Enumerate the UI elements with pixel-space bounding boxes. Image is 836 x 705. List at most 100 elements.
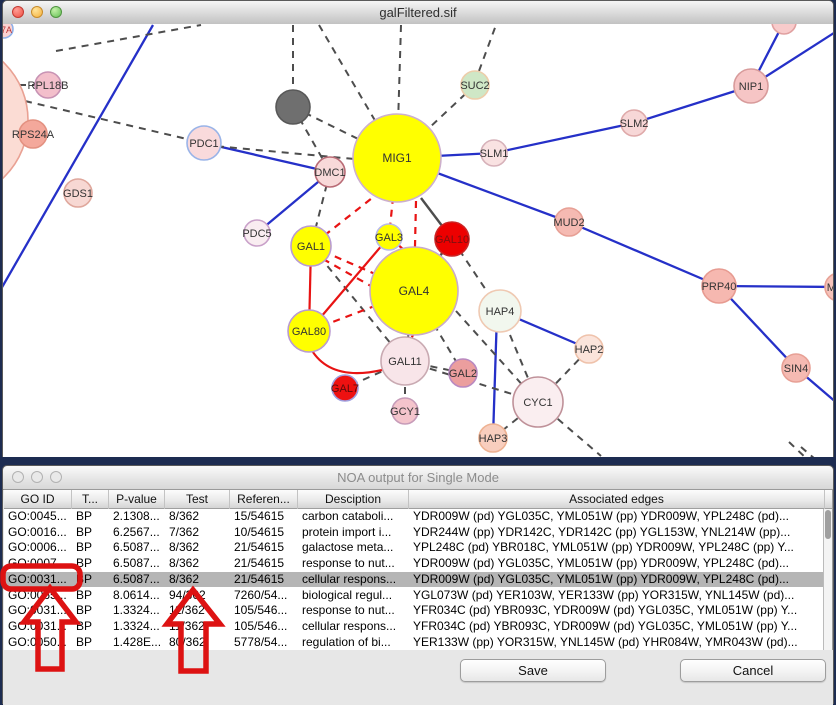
graph-edge[interactable] bbox=[493, 121, 635, 155]
table-cell[interactable]: 6.2567... bbox=[113, 524, 160, 539]
table-cell[interactable]: regulation of bi... bbox=[302, 634, 391, 649]
graph-node-SLM1[interactable] bbox=[480, 139, 508, 167]
graph-edge[interactable] bbox=[55, 24, 202, 52]
graph-edge[interactable] bbox=[203, 141, 331, 174]
graph-edge[interactable] bbox=[322, 258, 402, 304]
table-cell[interactable]: BP bbox=[76, 587, 93, 602]
table-cell[interactable]: GO:0007... bbox=[8, 556, 67, 571]
graph-node-GAL80[interactable] bbox=[287, 309, 331, 353]
table-cell[interactable]: 11/362 bbox=[169, 603, 205, 618]
graph-node-GAL7[interactable] bbox=[331, 374, 359, 402]
table-cell[interactable]: GO:0031... bbox=[8, 618, 67, 633]
table-cell[interactable]: 11/362 bbox=[169, 618, 205, 633]
column-header-go-id[interactable]: GO ID bbox=[4, 490, 72, 509]
graph-node-GAL3[interactable] bbox=[375, 223, 403, 251]
table-cell[interactable]: GO:0065... bbox=[8, 587, 67, 602]
graph-edge[interactable] bbox=[412, 200, 418, 292]
graph-node-node-tr[interactable] bbox=[771, 24, 797, 35]
table-row[interactable]: GO:0031... BP 1.3324... 11/362 105/546... cel… bbox=[4, 619, 826, 635]
table-cell[interactable]: BP bbox=[76, 540, 93, 555]
table-cell[interactable]: YER133W (pp) YOR315W, YNL145W (pd) YHR08… bbox=[413, 634, 798, 649]
table-cell[interactable]: YFR034C (pd) YBR093C, YDR009W (pd) YGL03… bbox=[413, 618, 798, 633]
graph-node-GDS1[interactable] bbox=[63, 178, 93, 208]
graph-edge[interactable] bbox=[310, 348, 387, 375]
table-cell[interactable]: 7/362 bbox=[169, 524, 200, 539]
graph-node-gray-node[interactable] bbox=[275, 89, 311, 125]
table-cell[interactable]: cellular respons... bbox=[302, 618, 397, 633]
graph-node-corner-tl[interactable] bbox=[3, 24, 14, 39]
graph-edge[interactable] bbox=[718, 285, 797, 369]
table-cell[interactable]: biological regul... bbox=[302, 587, 393, 602]
zoom-button[interactable] bbox=[50, 6, 62, 18]
table-cell[interactable]: YDR009W (pd) YGL035C, YML051W (pp) YDR00… bbox=[413, 556, 789, 571]
table-cell[interactable]: GO:0050... bbox=[8, 634, 67, 649]
table-cell[interactable]: YPL248C (pd) YBR018C, YML051W (pp) YDR00… bbox=[413, 540, 794, 555]
table-cell[interactable]: 1.3324... bbox=[113, 618, 160, 633]
table-cell[interactable]: GO:0045... bbox=[8, 509, 67, 523]
table-cell[interactable]: 94/362 bbox=[169, 587, 206, 602]
table-cell[interactable]: BP bbox=[76, 509, 93, 523]
table-cell[interactable]: 6.5087... bbox=[113, 556, 160, 571]
window-controls[interactable] bbox=[12, 6, 62, 18]
graph-edge[interactable] bbox=[492, 401, 539, 439]
table-cell[interactable]: 6.5087... bbox=[113, 571, 160, 586]
graph-node-HAP3[interactable] bbox=[478, 423, 508, 453]
graph-edge[interactable] bbox=[491, 312, 499, 439]
table-row[interactable]: GO:0031... BP 6.5087... 8/362 21/54615 cellul… bbox=[4, 571, 826, 588]
graph-node-PDC1[interactable] bbox=[186, 125, 222, 161]
graph-edge[interactable] bbox=[455, 310, 527, 390]
close-button[interactable] bbox=[12, 471, 24, 483]
table-cell[interactable]: 2.1308... bbox=[113, 509, 160, 523]
graph-edge[interactable] bbox=[3, 24, 154, 289]
table-cell[interactable]: 105/546... bbox=[234, 618, 288, 633]
graph-edge[interactable] bbox=[478, 24, 497, 72]
window-controls[interactable] bbox=[12, 471, 62, 483]
table-cell[interactable]: YDR009W (pd) YGL035C, YML051W (pp) YDR00… bbox=[413, 571, 789, 586]
graph-edge[interactable] bbox=[568, 220, 720, 288]
table-cell[interactable]: galactose meta... bbox=[302, 540, 394, 555]
graph-edge[interactable] bbox=[24, 100, 205, 144]
network-canvas[interactable]: 17A RPL18B RPS24A GDS1 PDC1 DMC1 MIG1 SUC2 SLM1 S… bbox=[3, 24, 833, 457]
graph-edge[interactable] bbox=[404, 360, 464, 374]
table-cell[interactable]: response to nut... bbox=[302, 603, 395, 618]
table-cell[interactable]: 1.3324... bbox=[113, 603, 160, 618]
graph-edge[interactable] bbox=[800, 446, 815, 457]
graph-node-SUC2[interactable] bbox=[460, 70, 490, 100]
table-row[interactable]: GO:0006... BP 6.5087... 8/362 21/54615 galact… bbox=[4, 540, 826, 556]
graph-node-DMC1[interactable] bbox=[314, 156, 346, 188]
graph-node-MUD2[interactable] bbox=[554, 207, 584, 237]
table-cell[interactable]: 8/362 bbox=[169, 556, 200, 571]
column-header-p-value[interactable]: P-value bbox=[109, 490, 165, 509]
scrollbar-thumb[interactable] bbox=[825, 510, 831, 539]
graph-node-MSN[interactable] bbox=[824, 273, 833, 301]
table-cell[interactable]: 21/54615 bbox=[234, 571, 285, 586]
table-cell[interactable]: 15/54615 bbox=[234, 509, 285, 523]
graph-node-SLM2[interactable] bbox=[620, 109, 648, 137]
graph-node-GAL1[interactable] bbox=[290, 225, 332, 267]
table-row[interactable]: GO:0031... BP 1.3324... 11/362 105/546... res… bbox=[4, 603, 826, 619]
table-cell[interactable]: GO:0031... bbox=[8, 603, 67, 618]
graph-node-GAL2[interactable] bbox=[448, 358, 478, 388]
graph-edge[interactable] bbox=[788, 441, 807, 457]
table-cell[interactable]: YDR244W (pp) YDR142C, YDR142C (pp) YGL15… bbox=[413, 524, 791, 539]
table-cell[interactable]: 6.5087... bbox=[113, 540, 160, 555]
graph-node-GAL11[interactable] bbox=[380, 336, 430, 386]
vertical-scrollbar[interactable] bbox=[823, 509, 832, 650]
graph-node-RPL18B[interactable] bbox=[34, 71, 62, 99]
graph-node-big-left[interactable] bbox=[3, 40, 29, 200]
table-cell[interactable]: response to nut... bbox=[302, 556, 395, 571]
table-row[interactable]: GO:0007... BP 6.5087... 8/362 21/54615 respon… bbox=[4, 556, 826, 572]
minimize-button[interactable] bbox=[31, 6, 43, 18]
table-cell[interactable]: GO:0006... bbox=[8, 540, 67, 555]
minimize-button[interactable] bbox=[31, 471, 43, 483]
network-graph[interactable]: 17A RPL18B RPS24A GDS1 PDC1 DMC1 MIG1 SUC2 SLM1 S… bbox=[3, 24, 833, 457]
zoom-button[interactable] bbox=[50, 471, 62, 483]
column-header-t-[interactable]: T... bbox=[72, 490, 109, 509]
table-cell[interactable]: 8/362 bbox=[169, 540, 200, 555]
table-cell[interactable]: 80/362 bbox=[169, 634, 206, 649]
table-cell[interactable]: YGL073W (pd) YER103W, YER133W (pp) YOR31… bbox=[413, 587, 795, 602]
graph-edge[interactable] bbox=[718, 284, 833, 289]
column-header-test[interactable]: Test bbox=[165, 490, 230, 509]
graph-node-HAP4[interactable] bbox=[478, 289, 522, 333]
graph-node-GCY1[interactable] bbox=[391, 397, 419, 425]
